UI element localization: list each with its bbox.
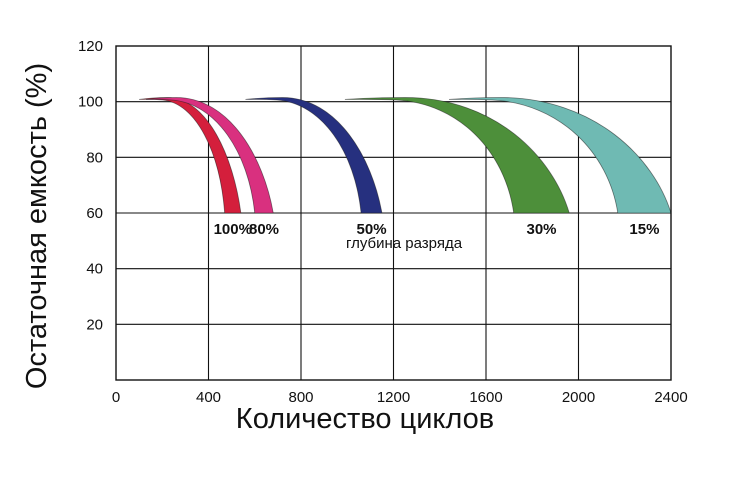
plot-frame (115, 45, 672, 381)
band-label: 50% (357, 221, 387, 238)
grid (116, 46, 671, 380)
x-tick-label: 2000 (562, 389, 595, 406)
x-tick-label: 0 (112, 389, 120, 406)
capacity-band (245, 97, 383, 214)
capacity-band (139, 97, 242, 214)
band-label: 30% (526, 221, 556, 238)
depth-annotation: глубина разряда (346, 235, 463, 252)
x-axis-title: Количество циклов (236, 403, 494, 435)
y-tick-label: 60 (86, 205, 103, 222)
y-ticks: 20 40 60 80 100 120 (78, 38, 103, 333)
y-tick-label: 40 (86, 261, 103, 278)
x-tick-label: 800 (288, 389, 313, 406)
band-label: 100% (214, 221, 252, 238)
y-tick-label: 100 (78, 94, 103, 111)
y-tick-label: 120 (78, 38, 103, 55)
band-labels: 100%80% 50% 30% 15% (214, 221, 660, 238)
series-bands (139, 97, 672, 214)
band-label: 15% (629, 221, 659, 238)
capacity-band (344, 97, 570, 214)
band-label: 80% (249, 221, 279, 238)
x-tick-label: 400 (196, 389, 221, 406)
y-axis-title: Остаточная емкость (%) (21, 63, 53, 389)
y-tick-label: 20 (86, 316, 103, 333)
capacity-band (146, 97, 274, 214)
y-tick-label: 80 (86, 149, 103, 166)
x-tick-label: 1600 (469, 389, 502, 406)
x-tick-label: 1200 (377, 389, 410, 406)
x-ticks: 0 400 800 1200 1600 2000 2400 (112, 389, 688, 406)
x-tick-label: 2400 (654, 389, 687, 406)
